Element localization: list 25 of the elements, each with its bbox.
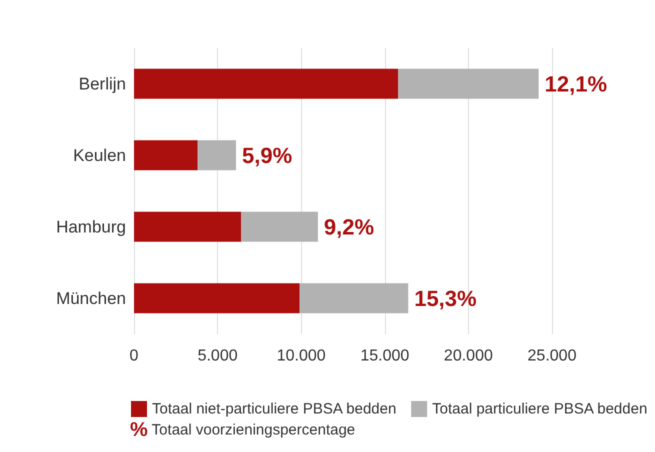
bar [134,283,300,314]
bar [134,68,398,99]
annotation: 12,1% [544,71,608,96]
y-tick-label: Hamburg [56,217,126,236]
legend-label: Totaal niet-particuliere PBSA bedden [152,400,396,418]
legend-label: Totaal particuliere PBSA bedden [432,400,648,418]
annotation: 5,9% [242,142,292,168]
annotation: 15,3% [414,286,477,311]
x-tick-label: 15.000 [360,348,410,364]
bar [198,140,236,170]
annotation: 9,2% [324,214,374,240]
x-tick-label: 0 [130,348,139,364]
x-tick-label: 20.000 [444,348,493,364]
y-tick-label: München [56,288,126,308]
bar [134,212,242,242]
y-tick-label: Keulen [73,146,126,165]
x-tick-label: 10.000 [276,348,326,364]
text: % Totaal voorzieningspercentage [130,419,356,441]
x-tick-label: 5.000 [198,348,238,364]
bar [398,68,539,99]
bar [241,212,318,242]
bar [134,140,198,170]
x-tick-label: 25.000 [528,348,577,364]
bar [300,283,408,314]
y-tick-label: Berlijn [78,74,126,94]
